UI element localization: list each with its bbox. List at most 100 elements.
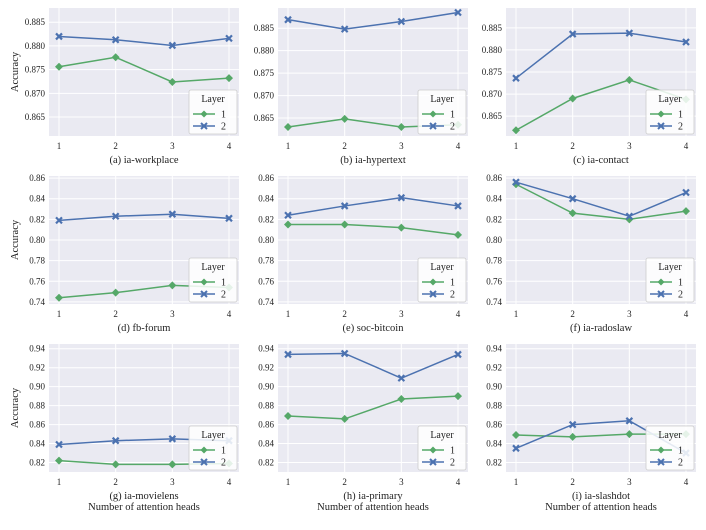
marker-stroke [454, 202, 462, 210]
y-tick-label: 0.94 [258, 344, 274, 354]
marker-stroke [512, 444, 520, 453]
chart-panel: 0.740.760.780.800.820.840.861 2 3 4(d) fb-f… [10, 173, 239, 334]
data-point-marker [225, 74, 233, 83]
marker-stroke [168, 210, 177, 218]
data-point-marker [111, 212, 120, 221]
x-tick-label: 3 [170, 141, 175, 151]
legend-marker [429, 290, 437, 298]
legend-marker [657, 446, 665, 454]
marker-stroke [682, 38, 690, 46]
data-point-marker [340, 202, 349, 210]
legend-label: 1 [221, 446, 226, 457]
x-tick-label: 2 [342, 141, 347, 151]
x-tick-label: 2 [113, 309, 118, 319]
series-line-1 [515, 183, 687, 221]
data-point-marker [284, 350, 292, 359]
x-tick-label: 2 [113, 477, 118, 487]
marker-stroke [429, 458, 437, 466]
y-tick-label: 0.90 [258, 382, 274, 392]
legend: Layer 12 [188, 89, 238, 135]
marker-stroke [200, 122, 208, 130]
legend-label: 2 [221, 458, 226, 469]
legend-label: 1 [221, 110, 226, 121]
y-tick-label: 0.885 [254, 23, 275, 33]
chart-panel: 0.820.840.860.880.900.920.941 2 3 4(h) ia-p… [258, 344, 468, 513]
x-tick-label: 3 [399, 141, 404, 151]
data-point-marker [168, 281, 177, 290]
panel-caption: (e) soc-bitcoin [343, 323, 405, 334]
y-tick-label: 0.875 [482, 67, 503, 77]
data-point-marker [625, 212, 634, 221]
y-tick-label: 0.92 [486, 363, 502, 373]
y-tick-label: 0.86 [29, 173, 45, 183]
data-point-marker [225, 34, 233, 43]
legend-title: Layer [430, 430, 454, 441]
y-tick-label: 0.865 [254, 113, 275, 123]
data-point-marker [55, 62, 63, 71]
data-point-marker [397, 374, 406, 382]
series-line-2 [515, 32, 687, 79]
y-tick-label: 0.74 [486, 297, 502, 307]
x-tick-label: 3 [627, 477, 632, 487]
data-point-marker [55, 440, 63, 449]
legend-label: 1 [221, 278, 226, 289]
y-tick-label: 0.870 [254, 91, 275, 101]
y-tick-label: 0.880 [25, 41, 46, 51]
data-point-marker [111, 460, 120, 469]
y-tick-label: 0.82 [486, 214, 502, 224]
y-tick-label: 0.870 [482, 89, 503, 99]
y-tick-label: 0.86 [258, 173, 274, 183]
data-point-marker [454, 230, 462, 239]
legend: Layer 12 [645, 257, 695, 303]
chart-panel: 0.820.840.860.880.900.920.941 2 3 4(g) ia-m… [10, 344, 239, 513]
panel-caption: (a) ia-workplace [109, 155, 178, 166]
legend-label: 2 [221, 122, 226, 133]
y-tick-label: 0.74 [258, 297, 274, 307]
legend-title: Layer [201, 262, 225, 273]
legend-marker [200, 446, 208, 454]
data-point-marker [568, 94, 577, 103]
y-tick-label: 0.80 [258, 235, 274, 245]
marker-stroke [454, 8, 462, 17]
data-point-marker [568, 432, 577, 441]
legend-marker [200, 122, 208, 130]
data-point-marker [340, 25, 349, 33]
marker-stroke [397, 374, 406, 382]
data-point-marker [168, 460, 177, 469]
data-point-marker [340, 349, 349, 358]
x-tick-label: 1 [57, 309, 62, 319]
chart-panel: 0.740.760.780.800.820.840.861 2 3 4(e) soc-… [258, 173, 468, 334]
marker-stroke [340, 202, 349, 210]
legend-label: 2 [450, 290, 455, 301]
marker-stroke [397, 193, 406, 202]
data-point-marker [284, 412, 292, 421]
x-tick-label: 3 [399, 309, 404, 319]
y-tick-label: 0.84 [258, 439, 274, 449]
y-tick-label: 0.84 [486, 194, 502, 204]
x-axis-label: Number of attention heads [88, 502, 200, 513]
y-tick-label: 0.84 [29, 439, 45, 449]
legend-marker [657, 278, 665, 286]
panel-caption: (g) ia-movielens [109, 491, 178, 502]
series-line-2 [515, 181, 687, 218]
y-tick-label: 0.82 [29, 458, 45, 468]
series-line-2 [287, 196, 459, 216]
legend: Layer 12 [417, 89, 467, 135]
x-tick-label: 2 [113, 141, 118, 151]
panel-caption: (c) ia-contact [573, 155, 629, 166]
series-line-1 [288, 223, 459, 236]
legend-marker [657, 110, 665, 118]
x-tick-label: 4 [227, 477, 232, 487]
x-tick-label: 4 [456, 141, 461, 151]
marker-stroke [111, 35, 120, 44]
legend: Layer 12 [417, 425, 467, 471]
data-point-marker [168, 210, 177, 218]
legend-marker [429, 458, 437, 466]
data-point-marker [625, 430, 634, 439]
data-point-marker [682, 188, 690, 197]
data-point-marker [340, 220, 349, 229]
x-tick-label: 3 [627, 141, 632, 151]
marker-stroke [568, 420, 577, 429]
marker-stroke [454, 350, 462, 359]
